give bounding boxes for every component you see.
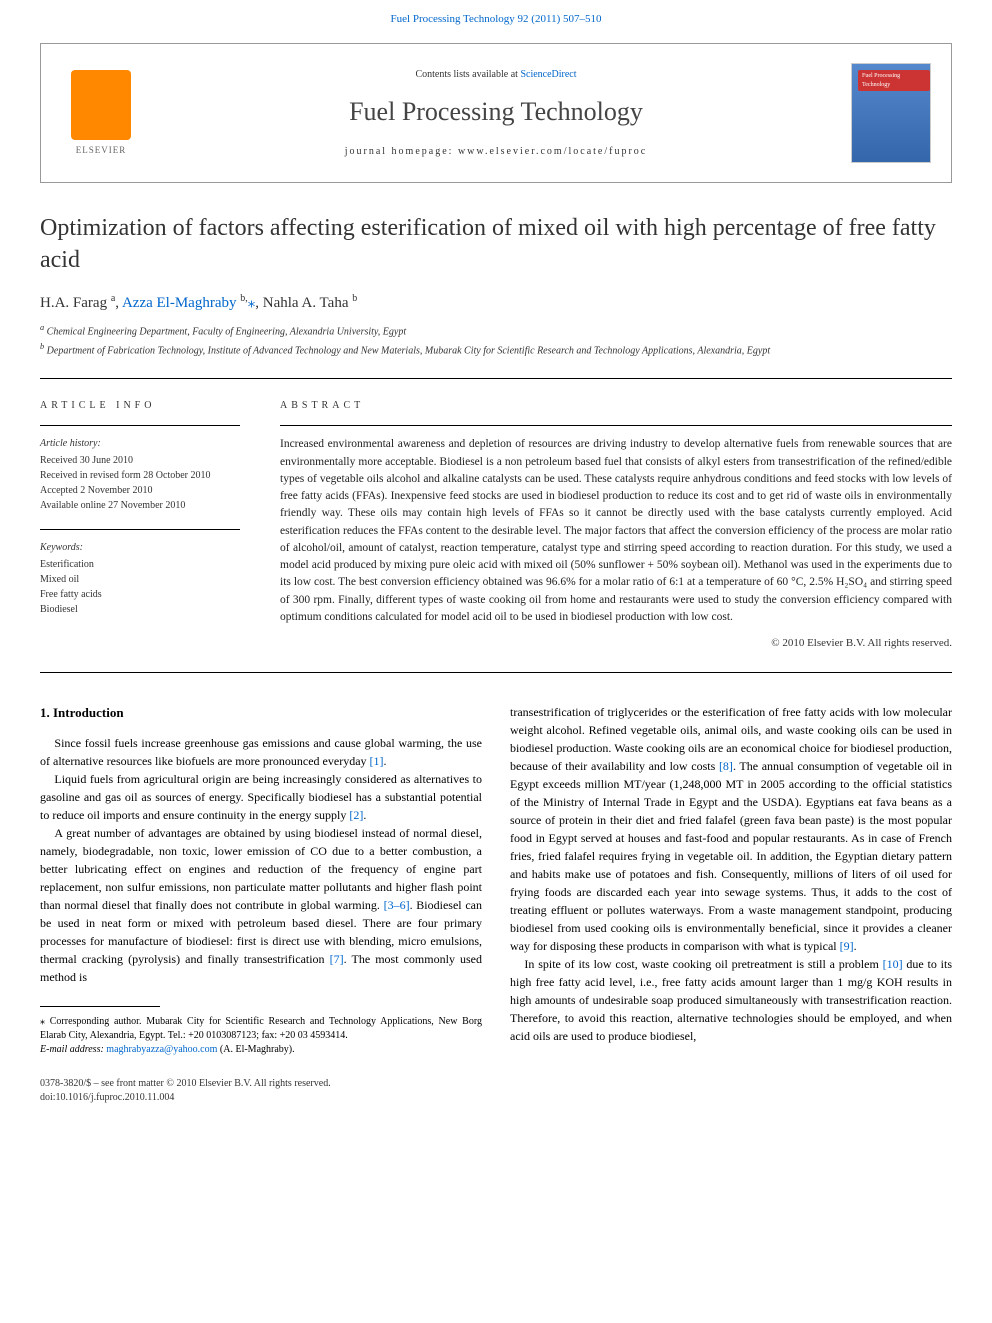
- body-col-left: 1. Introduction Since fossil fuels incre…: [40, 703, 482, 1058]
- article-info-label: ARTICLE INFO: [40, 399, 240, 413]
- footer: 0378-3820/$ – see front matter © 2010 El…: [40, 1077, 952, 1105]
- homepage-prefix: journal homepage:: [345, 146, 458, 157]
- keyword-2: Mixed oil: [40, 572, 240, 587]
- para-1: Since fossil fuels increase greenhouse g…: [40, 734, 482, 770]
- author-3: Nahla A. Taha: [263, 295, 349, 311]
- homepage-line: journal homepage: www.elsevier.com/locat…: [161, 145, 831, 159]
- info-abstract-row: ARTICLE INFO Article history: Received 3…: [40, 399, 952, 651]
- para-5: In spite of its low cost, waste cooking …: [510, 955, 952, 1045]
- abstract-text: Increased environmental awareness and de…: [280, 436, 952, 626]
- article-info-col: ARTICLE INFO Article history: Received 3…: [40, 399, 240, 651]
- author-2[interactable]: Azza El-Maghraby: [122, 295, 237, 311]
- divider-top: [40, 378, 952, 379]
- sciencedirect-link[interactable]: ScienceDirect: [520, 69, 576, 80]
- keyword-4: Biodiesel: [40, 602, 240, 617]
- ref-2[interactable]: [2]: [349, 808, 363, 822]
- homepage-url: www.elsevier.com/locate/fuproc: [458, 146, 647, 157]
- email-footnote: E-mail address: maghrabyazza@yahoo.com (…: [40, 1043, 482, 1057]
- author-1: H.A. Farag: [40, 295, 107, 311]
- para-2: Liquid fuels from agricultural origin ar…: [40, 770, 482, 824]
- ref-10[interactable]: [10]: [883, 957, 903, 971]
- elsevier-tree-icon: [71, 70, 131, 140]
- history-online: Available online 27 November 2010: [40, 498, 240, 513]
- doi-line: doi:10.1016/j.fuproc.2010.11.004: [40, 1091, 952, 1105]
- history-revised: Received in revised form 28 October 2010: [40, 468, 240, 483]
- abstract-label: ABSTRACT: [280, 399, 952, 413]
- history-block: Article history: Received 30 June 2010 R…: [40, 436, 240, 513]
- journal-header: ELSEVIER Contents lists available at Sci…: [40, 43, 952, 183]
- history-accepted: Accepted 2 November 2010: [40, 483, 240, 498]
- issn-line: 0378-3820/$ – see front matter © 2010 El…: [40, 1077, 952, 1091]
- ref-3-6[interactable]: [3–6]: [384, 898, 410, 912]
- contents-line: Contents lists available at ScienceDirec…: [161, 68, 831, 82]
- keywords-block: Keywords: Esterification Mixed oil Free …: [40, 540, 240, 617]
- corresponding-footnote: ⁎ Corresponding author. Mubarak City for…: [40, 1015, 482, 1043]
- elsevier-logo: ELSEVIER: [61, 63, 141, 163]
- body-columns: 1. Introduction Since fossil fuels incre…: [40, 703, 952, 1058]
- affiliation-a: a Chemical Engineering Department, Facul…: [40, 322, 952, 339]
- abstract-copyright: © 2010 Elsevier B.V. All rights reserved…: [280, 636, 952, 651]
- abstract-col: ABSTRACT Increased environmental awarene…: [280, 399, 952, 651]
- email-link[interactable]: maghrabyazza@yahoo.com: [106, 1044, 217, 1055]
- corresponding-mark[interactable]: ⁎: [248, 295, 256, 311]
- history-received: Received 30 June 2010: [40, 453, 240, 468]
- elsevier-label: ELSEVIER: [76, 144, 127, 157]
- affiliation-b: b Department of Fabrication Technology, …: [40, 341, 952, 358]
- authors-line: H.A. Farag a, Azza El-Maghraby b,⁎, Nahl…: [40, 292, 952, 314]
- footnotes: ⁎ Corresponding author. Mubarak City for…: [40, 1015, 482, 1057]
- affiliations: a Chemical Engineering Department, Facul…: [40, 322, 952, 359]
- ref-7[interactable]: [7]: [330, 952, 344, 966]
- journal-name: Fuel Processing Technology: [161, 94, 831, 130]
- para-4: transestrification of triglycerides or t…: [510, 703, 952, 955]
- history-label: Article history:: [40, 436, 240, 451]
- keyword-3: Free fatty acids: [40, 587, 240, 602]
- author-1-sup: a: [111, 293, 115, 304]
- info-divider: [40, 425, 240, 426]
- email-label: E-mail address:: [40, 1044, 104, 1055]
- author-2-sup: b,: [240, 293, 248, 304]
- journal-cover: Fuel Processing Technology: [851, 63, 931, 163]
- contents-prefix: Contents lists available at: [415, 69, 520, 80]
- ref-1[interactable]: [1]: [370, 754, 384, 768]
- citation-link[interactable]: Fuel Processing Technology 92 (2011) 507…: [391, 13, 602, 25]
- body-col-right: transestrification of triglycerides or t…: [510, 703, 952, 1058]
- article-title: Optimization of factors affecting esteri…: [40, 213, 952, 275]
- footnote-separator: [40, 1006, 160, 1007]
- author-3-sup: b: [352, 293, 357, 304]
- keywords-label: Keywords:: [40, 540, 240, 555]
- para-3: A great number of advantages are obtaine…: [40, 824, 482, 986]
- ref-8[interactable]: [8]: [719, 759, 733, 773]
- header-center: Contents lists available at ScienceDirec…: [161, 68, 831, 158]
- email-person: (A. El-Maghraby).: [220, 1044, 295, 1055]
- ref-9[interactable]: [9]: [840, 939, 854, 953]
- cover-label: Fuel Processing Technology: [858, 70, 930, 91]
- keyword-1: Esterification: [40, 557, 240, 572]
- abstract-divider: [280, 425, 952, 426]
- divider-bottom: [40, 672, 952, 673]
- intro-heading: 1. Introduction: [40, 703, 482, 723]
- journal-citation-top: Fuel Processing Technology 92 (2011) 507…: [0, 0, 992, 35]
- info-divider-2: [40, 529, 240, 530]
